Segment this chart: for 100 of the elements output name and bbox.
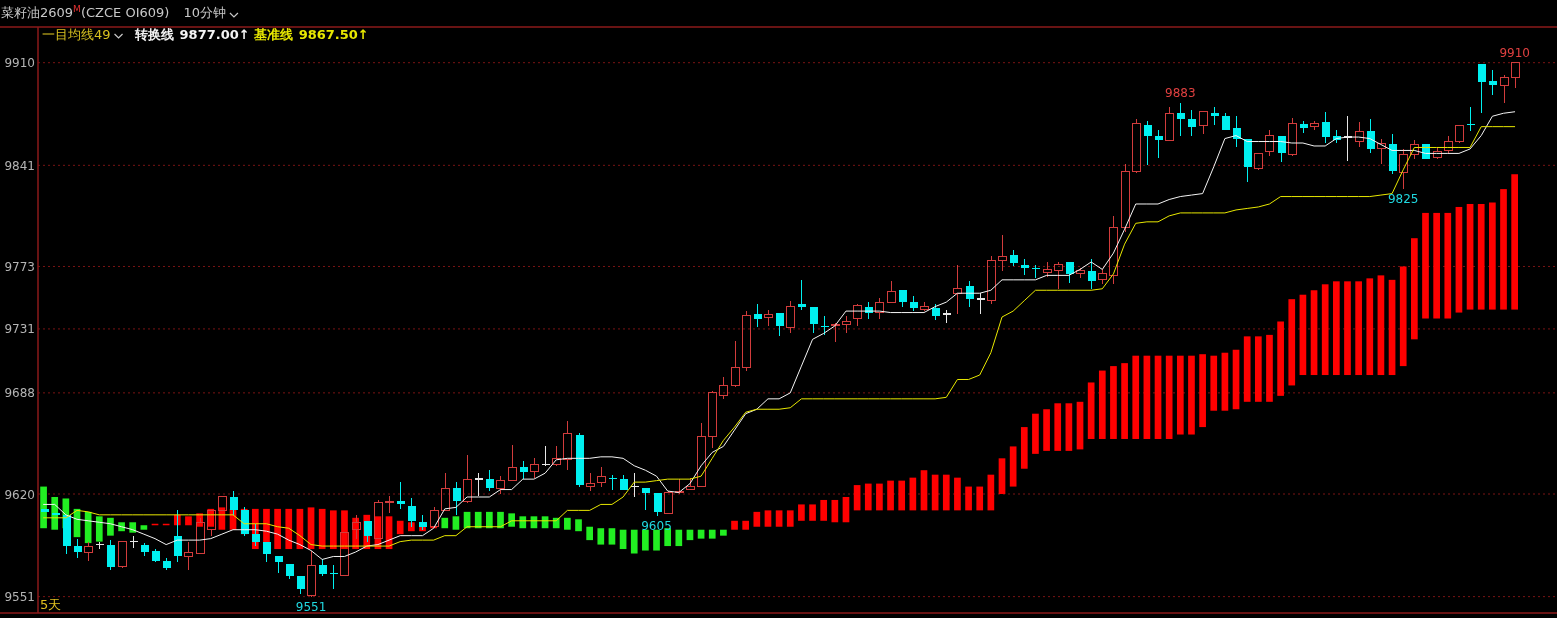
bar [965,486,972,511]
bar [1511,174,1518,310]
candlestick [1366,118,1375,154]
candlestick [1020,258,1029,276]
candlestick [1143,120,1152,166]
bar [95,516,103,542]
bar [1310,290,1318,376]
bar [1277,321,1284,396]
bar [675,529,683,547]
bar [1321,284,1329,376]
bar [1054,403,1062,451]
bar [831,499,839,523]
bar [1344,281,1351,376]
bar [40,486,47,529]
candlestick [184,541,193,571]
candlestick [965,280,974,308]
annotation: 9877.00↑ [179,27,250,42]
candlestick [1009,249,1018,267]
candlestick [418,514,427,531]
bar [329,510,337,550]
y-tick-label: 9910 [4,56,35,71]
candlestick [1321,111,1330,144]
candlestick [396,481,405,510]
candlestick [1187,109,1196,137]
candlestick [73,538,82,559]
bar [1254,336,1262,402]
candlestick [162,557,171,569]
bar [1065,403,1073,451]
candlestick [485,469,494,492]
candlestick [953,264,962,315]
bar [185,516,192,526]
bar [140,525,148,530]
bar [1477,203,1485,310]
bar [664,528,672,547]
bar [1087,382,1095,439]
bar [876,483,883,511]
bar [630,529,638,554]
bar [1388,279,1396,376]
bar [1422,212,1429,319]
bar [1110,366,1117,439]
annotation: 5天 [40,597,62,612]
candlestick [1132,118,1141,172]
bar [753,511,761,527]
candlestick [987,255,996,305]
bar [1489,202,1496,310]
candlestick [463,454,472,502]
bar [575,519,582,532]
bar [1132,355,1140,439]
legend-title: 一目均线49 [42,27,111,42]
bar [1176,355,1184,435]
bar [1377,275,1385,376]
bar [1199,354,1206,428]
bar [1411,238,1418,340]
bar [887,480,894,511]
candlestick [530,457,539,479]
candlestick [731,340,740,386]
bar [474,511,482,529]
candlestick [1388,133,1397,175]
bar [1332,281,1340,376]
bar [1221,352,1229,411]
bar [697,529,705,539]
candlestick [742,310,751,372]
bar [1399,266,1407,367]
bar [1466,203,1474,310]
annotation: 9910 [1499,45,1530,60]
candlestick [708,392,717,449]
y-tick-label: 9841 [4,158,35,173]
y-tick-label: 9620 [4,487,35,502]
bar [1366,278,1374,376]
bar [1210,355,1218,411]
annotation: 9605 [641,519,672,534]
bar [1444,212,1452,319]
bar [1243,336,1251,402]
bar [452,516,460,530]
bar [1455,206,1463,313]
bar [786,510,794,527]
bar [742,520,750,530]
bar [998,458,1006,495]
bar [597,528,605,545]
text: 转换线 [133,27,174,42]
bar [396,520,404,535]
y-tick-label: 9551 [4,590,35,605]
bar [497,511,504,529]
bar [720,529,727,536]
bar [608,528,616,545]
bar [708,529,716,539]
bar [764,510,772,527]
bar [642,529,649,551]
bar [898,480,906,511]
bar [1500,189,1507,310]
candlestick [1176,102,1185,137]
candlestick [552,445,561,465]
candlestick [831,323,840,343]
bar [1266,334,1273,402]
candlestick [597,466,606,488]
bar [653,529,660,551]
bar [976,486,984,511]
bar [1188,355,1195,435]
bar [486,511,493,529]
candlestick [575,434,584,486]
